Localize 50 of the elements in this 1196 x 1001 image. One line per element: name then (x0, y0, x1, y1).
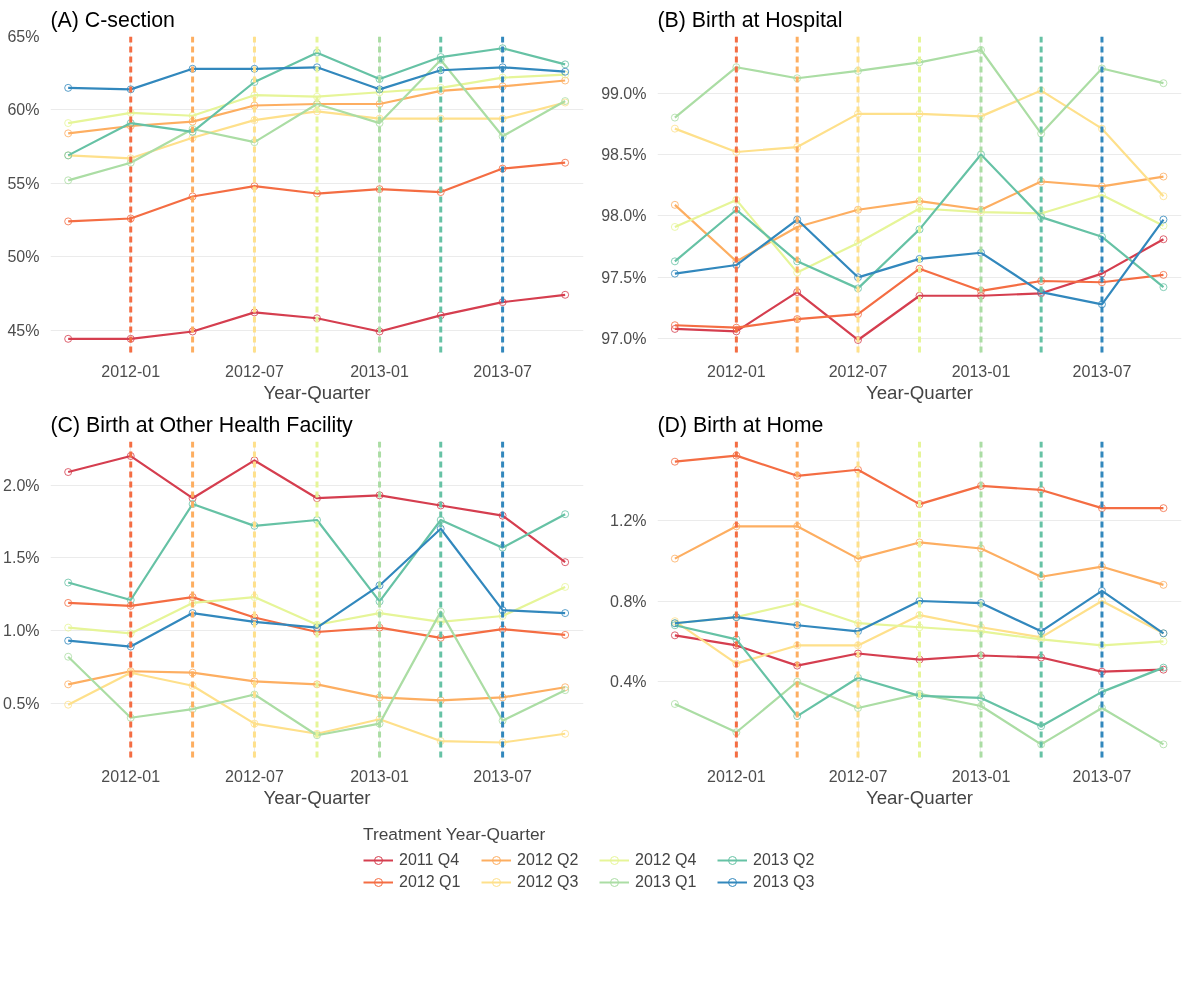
x-tick-label: 2013-07 (1072, 767, 1132, 785)
legend-label: 2012 Q2 (517, 850, 580, 869)
chart-title: (C) Birth at Other Health Facility (50, 412, 354, 437)
x-tick-label: 2013-01 (951, 767, 1011, 785)
x-tick-label: 2012-01 (707, 767, 766, 785)
chart-title: (A) C-section (50, 7, 175, 32)
y-tick-label: 65% (7, 28, 40, 45)
chart-title: (B) Birth at Hospital (657, 7, 843, 32)
y-tick-label: 50% (7, 248, 40, 266)
x-axis-title: Year-Quarter (865, 381, 974, 403)
legend-label: 2013 Q3 (753, 872, 816, 891)
y-tick-label: 60% (7, 101, 40, 119)
y-tick-label: 1.0% (3, 622, 40, 640)
x-tick-label: 2013-07 (473, 362, 533, 380)
x-axis-title: Year-Quarter (263, 381, 371, 403)
x-tick-label: 2012-01 (101, 767, 161, 785)
y-tick-label: 97.0% (601, 330, 647, 348)
x-tick-label: 2013-07 (473, 767, 533, 785)
y-tick-label: 98.0% (601, 207, 647, 225)
y-tick-label: 99.0% (601, 84, 647, 102)
x-tick-label: 2012-01 (101, 362, 161, 380)
x-tick-label: 2013-07 (1072, 362, 1132, 380)
legend-label: 2011 Q4 (399, 850, 461, 869)
y-tick-label: 0.8% (610, 592, 647, 610)
chart-title: (D) Birth at Home (657, 412, 824, 437)
x-tick-label: 2012-07 (225, 767, 284, 785)
x-tick-label: 2012-07 (828, 767, 888, 785)
y-tick-label: 1.2% (610, 511, 647, 529)
y-tick-label: 0.4% (610, 673, 647, 691)
x-tick-label: 2012-01 (707, 362, 766, 380)
y-tick-label: 2.0% (3, 476, 40, 494)
legend-label: 2012 Q1 (399, 872, 462, 891)
x-axis-title: Year-Quarter (263, 786, 371, 808)
legend-label: 2013 Q1 (635, 872, 698, 891)
legend-label: 2012 Q4 (635, 850, 698, 869)
x-tick-label: 2013-01 (350, 767, 410, 785)
x-tick-label: 2012-07 (225, 362, 284, 380)
legend-label: 2012 Q3 (517, 872, 580, 891)
y-tick-label: 98.5% (601, 145, 647, 163)
y-tick-label: 45% (7, 321, 40, 339)
x-tick-label: 2013-01 (951, 362, 1011, 380)
y-tick-label: 55% (7, 174, 40, 192)
x-tick-label: 2013-01 (350, 362, 410, 380)
x-tick-label: 2012-07 (828, 362, 888, 380)
y-tick-label: 1.5% (3, 549, 40, 567)
y-tick-label: 0.5% (3, 694, 40, 712)
legend-title: Treatment Year-Quarter (363, 823, 547, 845)
y-tick-label: 97.5% (601, 268, 647, 286)
x-axis-title: Year-Quarter (865, 786, 974, 808)
legend-label: 2013 Q2 (753, 850, 816, 869)
